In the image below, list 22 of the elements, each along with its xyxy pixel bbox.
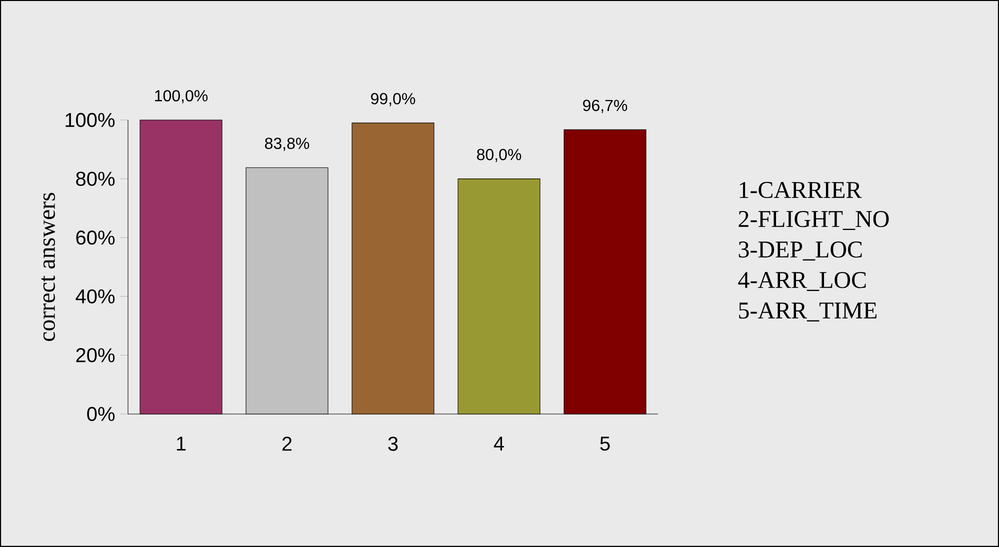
data-label: 100,0%	[155, 90, 208, 104]
y-tick-label: 100%	[66, 112, 115, 128]
x-tick-label: 3	[388, 436, 398, 451]
text: 1-CARRIER	[740, 182, 862, 198]
x-tick-label: 5	[600, 436, 610, 451]
x-tick-label: 1	[176, 436, 186, 450]
y-axis-title: correct answers	[41, 192, 55, 342]
data-label: 99,0%	[371, 93, 416, 106]
data-label: 83,8%	[265, 138, 310, 151]
text: 3-DEP_LOC	[738, 242, 862, 260]
y-tick-label: 80%	[76, 172, 115, 186]
text: 2-FLIGHT_NO	[738, 211, 889, 230]
y-tick-label: 20%	[76, 348, 115, 362]
y-tick-label: 0%	[87, 406, 115, 422]
text: 4-ARR_LOC	[738, 272, 866, 291]
y-tick-label: 40%	[76, 289, 115, 304]
x-tick-label: 2	[282, 436, 292, 451]
y-tick-label: 60%	[76, 230, 115, 245]
text: 5-ARR_TIME	[739, 302, 877, 322]
x-tick-label: 4	[494, 436, 504, 450]
data-label: 96,7%	[583, 100, 628, 113]
data-label: 80,0%	[477, 148, 522, 162]
